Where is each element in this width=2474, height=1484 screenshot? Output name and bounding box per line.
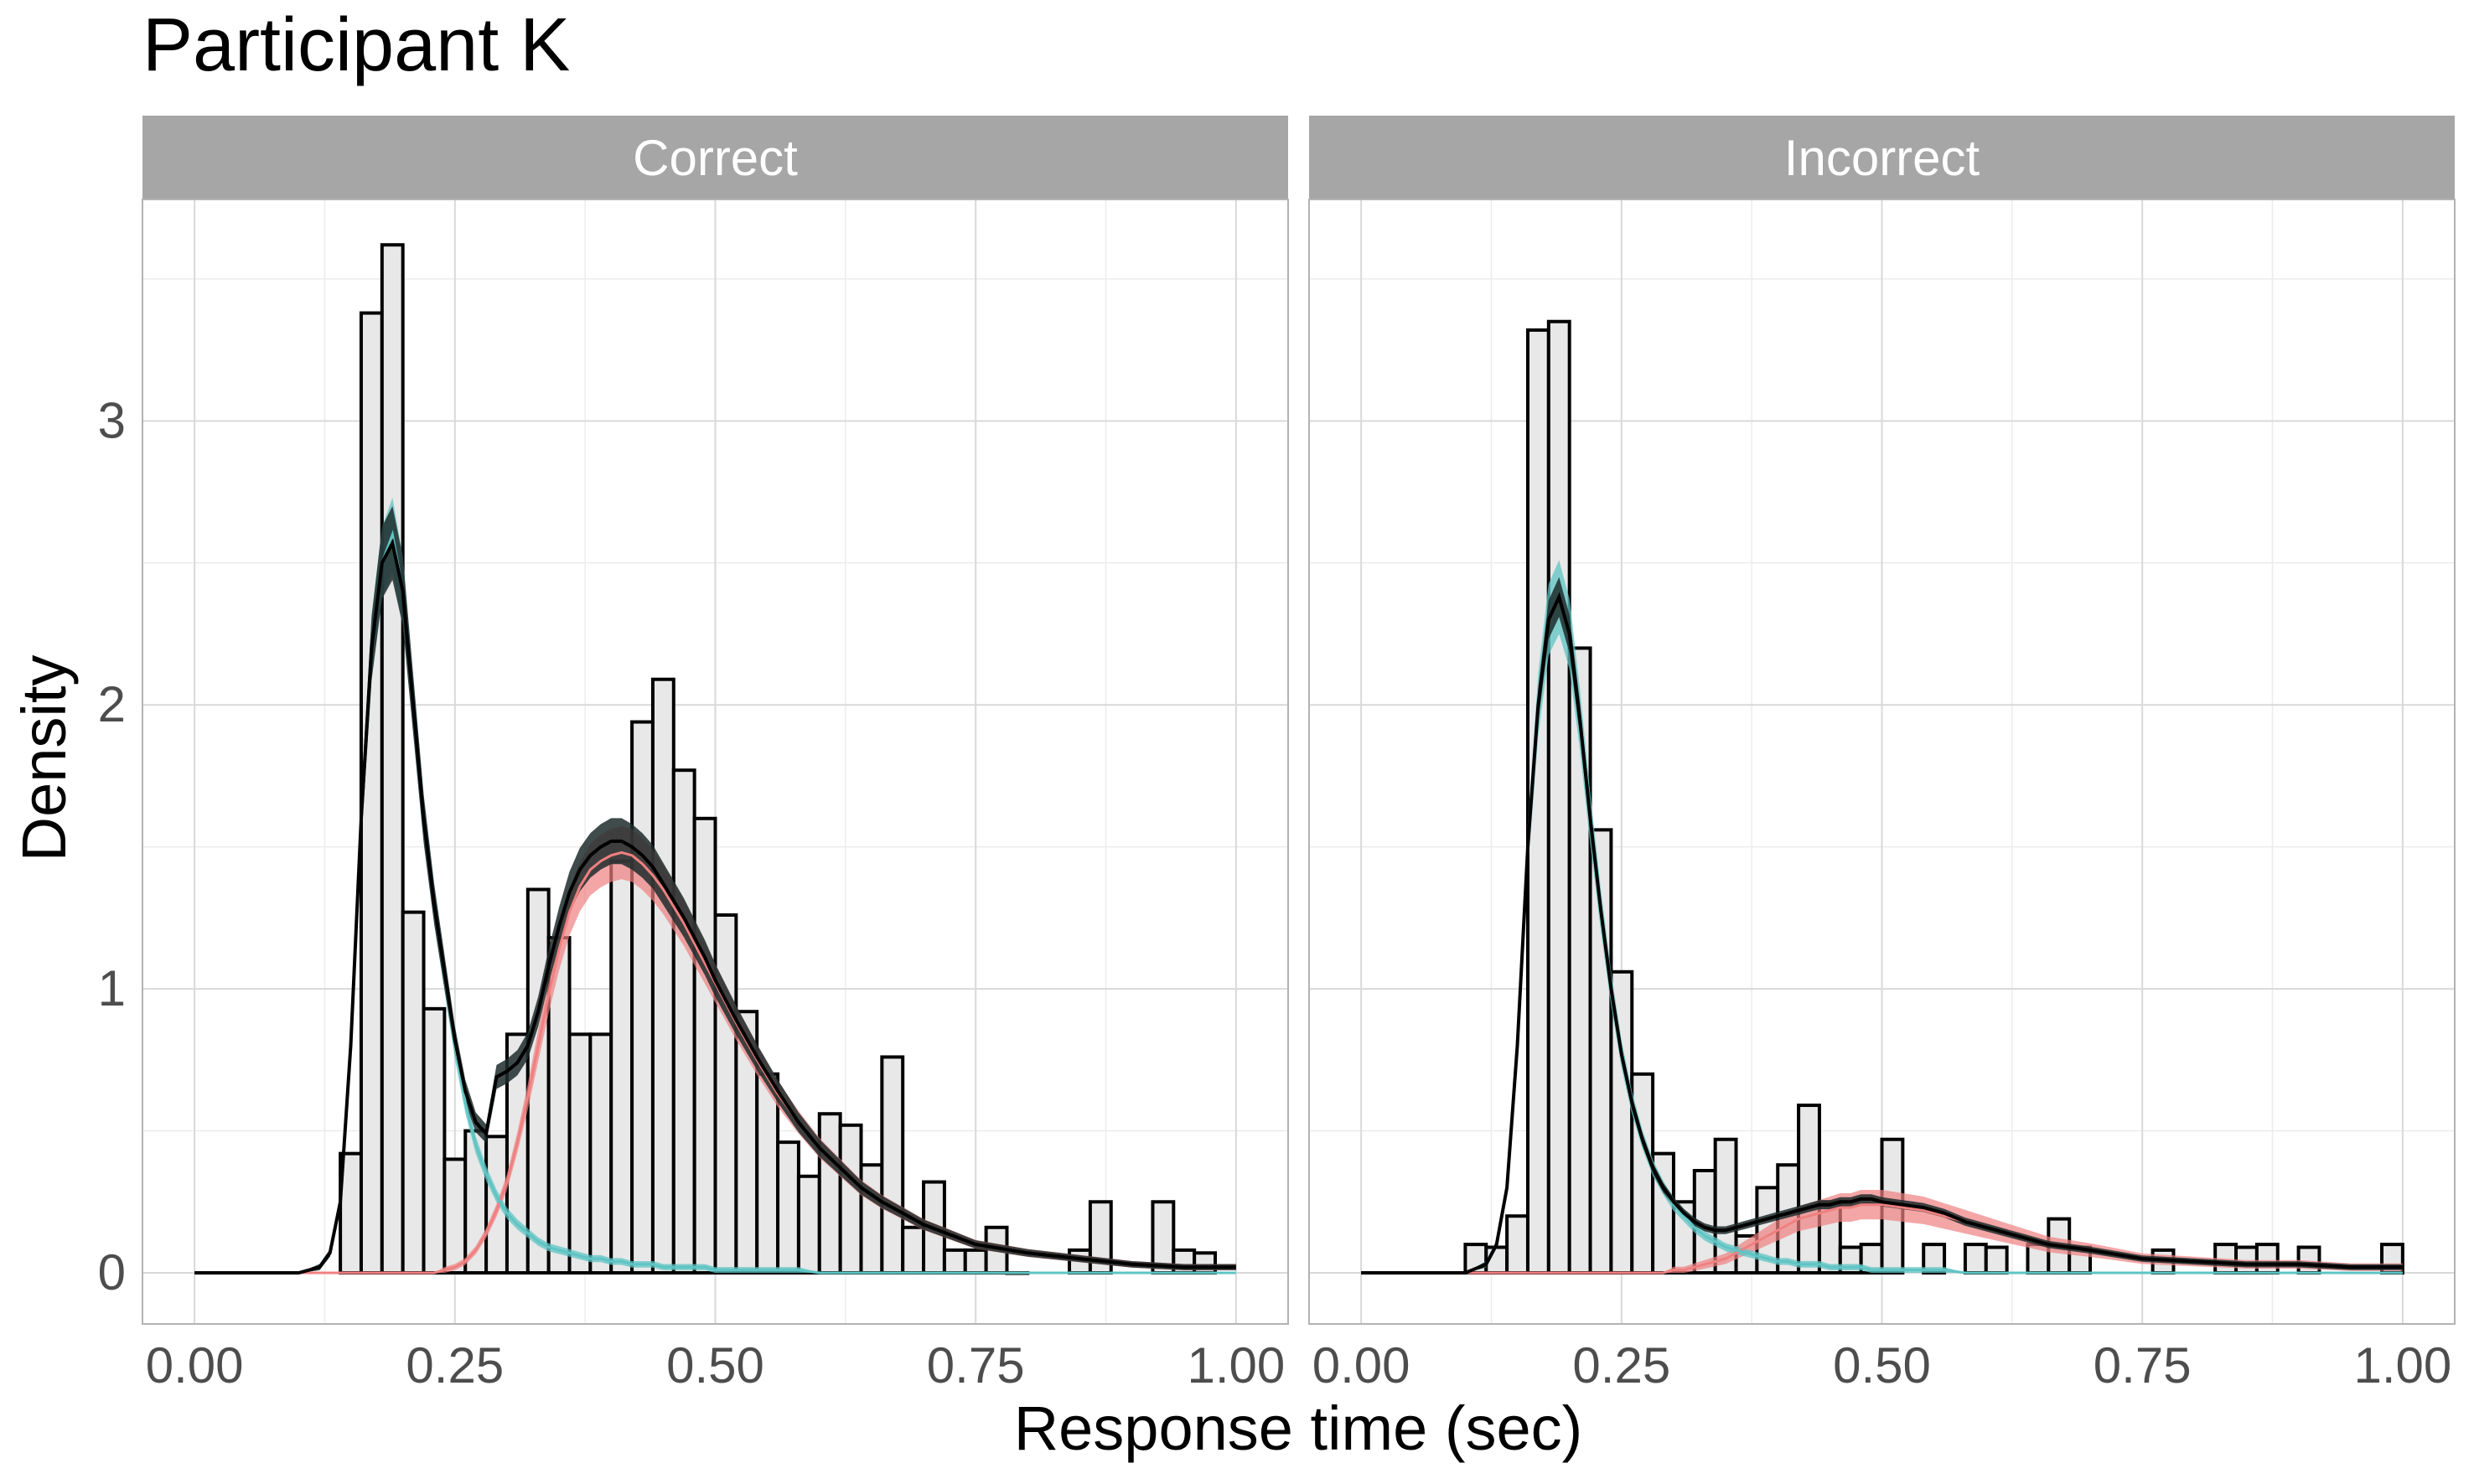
histogram-bar <box>401 910 426 1275</box>
x-tick-label: 0.75 <box>2094 1337 2192 1394</box>
histogram-bar <box>1546 319 1571 1275</box>
histogram-bar <box>671 768 696 1275</box>
total-density-line <box>194 538 1236 1275</box>
histogram-bar <box>963 1248 988 1275</box>
x-tick-label: 1.00 <box>2353 1337 2451 1394</box>
histogram-bar <box>609 859 634 1275</box>
x-tick-label: 0.25 <box>1572 1337 1670 1394</box>
y-axis-ticks: 0 1 2 3 <box>98 392 126 1300</box>
facet-strip-label: Incorrect <box>1784 130 1980 186</box>
histogram-bar <box>380 243 405 1275</box>
y-axis-label: Density <box>9 655 79 862</box>
histogram-bar <box>650 677 675 1275</box>
facet-strip <box>142 116 1288 199</box>
histogram-bar <box>942 1248 967 1275</box>
histogram-bar <box>1567 646 1592 1275</box>
panel-incorrect: Incorrect 0.00 0.25 0.50 0.75 1.00 <box>1308 116 2456 1394</box>
histogram-bar <box>1151 1200 1176 1275</box>
x-tick-label: 0.75 <box>927 1337 1025 1394</box>
total-density-line <box>1361 592 2403 1275</box>
histogram-bar <box>692 816 717 1275</box>
histogram-bar <box>859 1163 884 1275</box>
y-tick-label: 0 <box>98 1244 126 1300</box>
histogram-bar <box>838 1123 863 1275</box>
major-gridlines <box>1309 199 2455 1324</box>
facet-strip <box>1309 116 2455 199</box>
histogram-bar <box>1505 1214 1529 1275</box>
histogram-bar <box>755 1072 780 1275</box>
histogram-bar <box>630 720 655 1275</box>
histogram-bar <box>422 1006 447 1275</box>
panel-correct: Correct 0.00 0.25 0.50 0.75 1.00 <box>142 116 1289 1394</box>
histogram-bar <box>588 1032 613 1275</box>
y-tick-label: 1 <box>98 960 126 1016</box>
histogram-bar <box>880 1055 905 1275</box>
x-tick-label: 1.00 <box>1187 1337 1285 1394</box>
x-tick-label: 0.50 <box>666 1337 764 1394</box>
x-tick-label: 0.00 <box>1312 1337 1410 1394</box>
histogram-bar <box>796 1174 821 1275</box>
histogram-bar <box>567 1032 593 1275</box>
x-axis-ticks: 0.00 0.25 0.50 0.75 1.00 <box>1312 1337 2452 1394</box>
x-axis-ticks: 0.00 0.25 0.50 0.75 1.00 <box>146 1337 1286 1394</box>
x-axis-label: Response time (sec) <box>1014 1394 1583 1463</box>
histogram-bar <box>1797 1104 1821 1275</box>
x-tick-label: 0.25 <box>406 1337 504 1394</box>
y-tick-label: 3 <box>98 392 126 448</box>
x-tick-label: 0.00 <box>146 1337 244 1394</box>
histogram-bar <box>713 913 738 1275</box>
figure-title: Participant K <box>142 3 570 87</box>
x-tick-label: 0.50 <box>1833 1337 1931 1394</box>
fast-component-line <box>194 530 1236 1275</box>
histogram-bar <box>901 1225 926 1275</box>
major-gridlines <box>142 199 1288 1324</box>
histogram-bar <box>1963 1243 1988 1275</box>
panel-border <box>142 199 1289 1325</box>
histogram-bar <box>1984 1245 2009 1275</box>
facet-panels: Correct 0.00 0.25 0.50 0.75 1.00 Incorrect 0.00… <box>142 116 2456 1394</box>
y-tick-label: 2 <box>98 676 126 732</box>
panel-border <box>1308 199 2456 1325</box>
histogram-bars <box>339 243 1218 1275</box>
histogram-bar <box>443 1157 468 1275</box>
histogram-bar <box>817 1112 842 1275</box>
histogram-bar <box>776 1140 800 1275</box>
facet-strip-label: Correct <box>633 130 798 186</box>
